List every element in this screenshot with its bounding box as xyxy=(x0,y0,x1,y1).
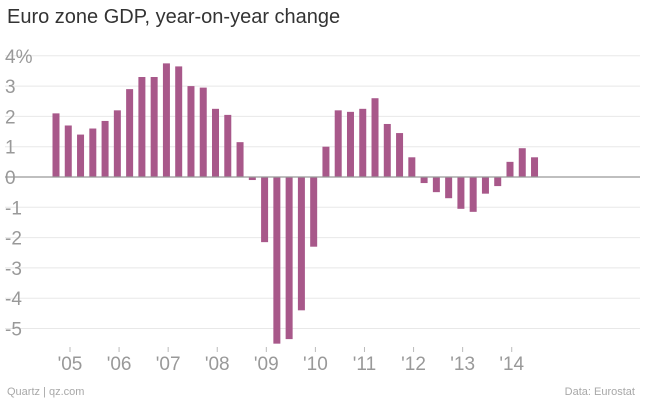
bar xyxy=(187,86,195,177)
bar xyxy=(113,110,121,177)
y-tick-label: 0 xyxy=(5,168,16,189)
bar xyxy=(199,87,207,177)
bar xyxy=(297,177,305,311)
bar xyxy=(52,113,60,177)
bar xyxy=(273,177,281,344)
bar xyxy=(334,110,342,177)
bar xyxy=(506,161,514,177)
bar xyxy=(322,146,330,177)
bar xyxy=(408,157,416,177)
bar xyxy=(175,66,183,177)
bar xyxy=(224,114,232,177)
bar xyxy=(359,108,367,177)
bar xyxy=(481,177,489,194)
chart-title: Euro zone GDP, year-on-year change xyxy=(7,6,341,28)
bar xyxy=(396,133,404,177)
bar xyxy=(469,177,477,212)
bar xyxy=(212,108,220,177)
x-tick-label: '13 xyxy=(450,354,475,375)
bar xyxy=(89,128,97,177)
bar xyxy=(248,177,256,181)
bar xyxy=(261,177,269,243)
bar xyxy=(101,120,109,177)
source-credit: Quartz | qz.com xyxy=(7,386,85,398)
y-tick-label: -5 xyxy=(5,320,22,341)
bar xyxy=(494,177,502,187)
bar xyxy=(310,177,318,247)
y-tick-label: 4% xyxy=(5,47,33,68)
bar xyxy=(420,177,428,184)
bar xyxy=(77,134,85,177)
bar xyxy=(162,63,170,177)
x-tick-label: '06 xyxy=(107,354,132,375)
bar xyxy=(236,142,244,177)
bar xyxy=(531,157,539,177)
x-tick-label: '12 xyxy=(401,354,426,375)
x-tick-label: '11 xyxy=(353,354,376,375)
bar xyxy=(432,177,440,193)
bar xyxy=(285,177,293,340)
data-source: Data: Eurostat xyxy=(564,386,635,398)
bar xyxy=(383,123,391,177)
y-tick-label: -3 xyxy=(5,259,22,280)
bar xyxy=(150,77,158,177)
bar xyxy=(518,148,526,177)
y-tick-label: -1 xyxy=(5,198,22,219)
bar xyxy=(457,177,465,209)
y-tick-label: 3 xyxy=(5,77,16,98)
x-tick-label: '09 xyxy=(254,354,279,375)
bar xyxy=(346,111,354,177)
bar xyxy=(371,98,379,177)
y-tick-label: 2 xyxy=(5,107,16,128)
y-tick-label: -2 xyxy=(5,229,22,250)
y-tick-label: 1 xyxy=(5,138,16,159)
bar xyxy=(64,125,72,177)
x-tick-label: '10 xyxy=(303,354,328,375)
x-tick-label: '14 xyxy=(499,354,524,375)
x-tick-label: '05 xyxy=(58,354,83,375)
y-tick-label: -4 xyxy=(5,289,22,310)
x-tick-label: '07 xyxy=(156,354,181,375)
bar xyxy=(138,77,146,177)
x-tick-label: '08 xyxy=(205,354,230,375)
bar xyxy=(126,89,134,177)
bar xyxy=(445,177,453,199)
